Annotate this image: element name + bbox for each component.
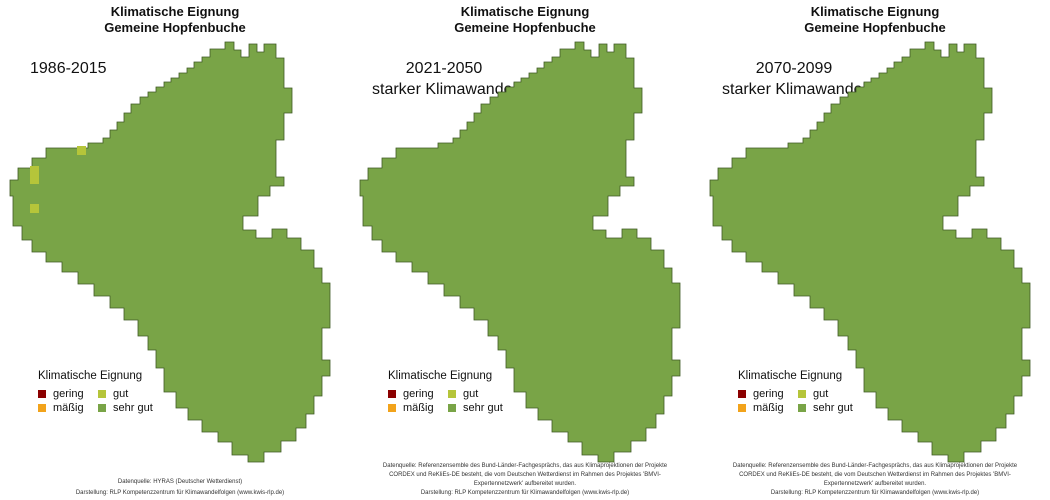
region-rheinland-pfalz (709, 41, 1031, 463)
legend-title: Klimatische Eignung (388, 370, 493, 382)
legend-item-maessig: mäßig (738, 401, 798, 414)
legend-item-gering: gering (738, 387, 798, 400)
legend-label: gering (53, 387, 84, 400)
legend-swatch-gut (98, 389, 106, 398)
legend-label: sehr gut (463, 401, 503, 414)
grid-cell-gut (30, 204, 39, 213)
legend-item-sehr-gut: sehr gut (798, 401, 878, 414)
period: 2021-2050 (405, 60, 483, 77)
credit: Darstellung: RLP Kompetenzzentrum für Kl… (75, 490, 285, 496)
legend-item-gut: gut (98, 387, 178, 400)
gut-cells (30, 146, 86, 213)
legend-label: mäßig (403, 401, 434, 414)
legend-swatch-sehr-gut (448, 403, 456, 412)
grid-cell-gut (30, 166, 39, 175)
legend-item-maessig: mäßig (38, 401, 98, 414)
legend-label: sehr gut (813, 401, 853, 414)
legend-title: Klimatische Eignung (38, 370, 143, 382)
region-rheinland-pfalz (9, 41, 331, 463)
legend-item-sehr-gut: sehr gut (98, 401, 178, 414)
data-source: Datenquelle: HYRAS (Deutscher Wetterdien… (117, 479, 243, 485)
title-line-1: Klimatische Eignung (810, 4, 940, 19)
legend-item-gering: gering (38, 387, 98, 400)
map-panel-1986-2015: Klimatische Eignung Gemeine Hopfenbuche … (0, 0, 350, 500)
legend-swatch-gering (738, 389, 746, 398)
scenario: starker Klimawandel (372, 81, 517, 98)
title-line-1: Klimatische Eignung (110, 4, 240, 19)
legend-swatch-maessig (388, 403, 396, 412)
data-source: Datenquelle: Referenzensemble des Bund-L… (732, 463, 1018, 487)
title-line-2: Gemeine Hopfenbuche (454, 20, 596, 35)
legend-items: gering gut mäßig sehr gut (738, 387, 878, 414)
period: 2070-2099 (755, 60, 833, 77)
data-source: Datenquelle: Referenzensemble des Bund-L… (382, 463, 668, 487)
legend-item-maessig: mäßig (388, 401, 448, 414)
title-line-1: Klimatische Eignung (460, 4, 590, 19)
legend-item-gut: gut (798, 387, 878, 400)
legend-item-gering: gering (388, 387, 448, 400)
period-label: 1986-2015 (30, 58, 107, 79)
title-line-2: Gemeine Hopfenbuche (804, 20, 946, 35)
legend-label: gut (463, 387, 479, 400)
suitability-map (709, 41, 1031, 463)
legend: Klimatische Eignung gering gut mäßig seh… (38, 370, 178, 414)
title-line-2: Gemeine Hopfenbuche (104, 20, 246, 35)
legend-swatch-gering (38, 389, 46, 398)
legend-swatch-maessig (38, 403, 46, 412)
map-title: Klimatische Eignung Gemeine Hopfenbuche (0, 4, 350, 36)
legend-swatch-gering (388, 389, 396, 398)
grid-cell-gut (30, 175, 39, 184)
period: 1986-2015 (30, 60, 107, 77)
legend-label: gut (813, 387, 829, 400)
map-panel-2021-2050: Klimatische Eignung Gemeine Hopfenbuche … (350, 0, 700, 500)
suitability-map (9, 41, 331, 463)
legend-label: gut (113, 387, 129, 400)
grid-cell-gut (77, 146, 86, 155)
legend-swatch-gut (448, 389, 456, 398)
legend-label: gering (753, 387, 784, 400)
legend-label: mäßig (753, 401, 784, 414)
legend: Klimatische Eignung gering gut mäßig seh… (388, 370, 528, 414)
legend-items: gering gut mäßig sehr gut (388, 387, 528, 414)
credit: Darstellung: RLP Kompetenzzentrum für Kl… (420, 490, 630, 496)
legend-swatch-gut (798, 389, 806, 398)
region-rheinland-pfalz (359, 41, 681, 463)
legend-swatch-sehr-gut (98, 403, 106, 412)
suitability-map (359, 41, 681, 463)
map-title: Klimatische Eignung Gemeine Hopfenbuche (700, 4, 1050, 36)
map-title: Klimatische Eignung Gemeine Hopfenbuche (350, 4, 700, 36)
legend-title: Klimatische Eignung (738, 370, 843, 382)
credit: Darstellung: RLP Kompetenzzentrum für Kl… (770, 490, 980, 496)
map-panel-2070-2099: Klimatische Eignung Gemeine Hopfenbuche … (700, 0, 1050, 500)
period-label: 2070-2099 starker Klimawandel (722, 58, 866, 100)
legend-swatch-sehr-gut (798, 403, 806, 412)
legend-label: sehr gut (113, 401, 153, 414)
legend-item-gut: gut (448, 387, 528, 400)
legend-label: gering (403, 387, 434, 400)
scenario: starker Klimawandel (722, 81, 867, 98)
legend: Klimatische Eignung gering gut mäßig seh… (738, 370, 878, 414)
legend-label: mäßig (53, 401, 84, 414)
legend-item-sehr-gut: sehr gut (448, 401, 528, 414)
period-label: 2021-2050 starker Klimawandel (372, 58, 516, 100)
legend-swatch-maessig (738, 403, 746, 412)
legend-items: gering gut mäßig sehr gut (38, 387, 178, 414)
